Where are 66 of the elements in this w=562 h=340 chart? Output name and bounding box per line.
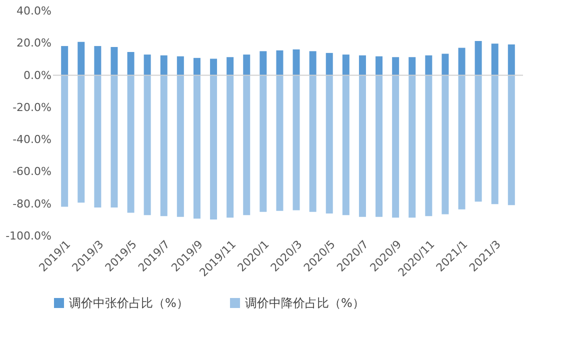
bar: [127, 52, 134, 76]
bar: [243, 75, 250, 216]
bar: [458, 48, 466, 76]
bar: [110, 47, 118, 76]
bar: [292, 75, 300, 210]
bar: [376, 75, 383, 217]
bar: [474, 75, 482, 202]
bar: [260, 51, 267, 76]
bar: [408, 75, 416, 218]
bar: [144, 75, 151, 216]
bar: [392, 57, 400, 76]
bar: [508, 75, 515, 206]
y-tick-label: 0.0%: [24, 68, 52, 82]
bar: [276, 75, 284, 211]
bar: [376, 56, 383, 76]
bar: [474, 41, 482, 76]
legend-label: 调价中张价占比（%）: [69, 296, 188, 310]
bar: [358, 75, 366, 217]
bar: [392, 75, 400, 218]
bar: [176, 75, 184, 217]
bar: [61, 46, 68, 76]
bar: [127, 75, 134, 213]
bar: [491, 75, 498, 204]
bar: [210, 58, 218, 76]
bar: [342, 75, 350, 216]
bar: [425, 75, 432, 216]
bar: [94, 46, 102, 76]
bar: [326, 52, 333, 76]
bar: [442, 54, 449, 76]
bar: [491, 44, 498, 76]
bar: [61, 75, 68, 207]
bar: [309, 51, 316, 76]
bar: [193, 58, 200, 76]
bar: [326, 75, 333, 214]
legend-label: 调价中降价占比（%）: [245, 296, 364, 310]
bar: [176, 56, 184, 76]
bar: [78, 42, 85, 76]
bar: [78, 75, 85, 203]
bar: [358, 55, 366, 76]
y-tick-label: -100.0%: [6, 230, 52, 242]
y-tick-label: -20.0%: [12, 100, 52, 114]
bar: [110, 75, 118, 208]
bar: [94, 75, 102, 208]
y-tick-label: -40.0%: [12, 133, 52, 146]
bar: [260, 75, 267, 212]
bar: [144, 54, 151, 76]
bar: [193, 75, 200, 219]
bar: [458, 75, 466, 210]
bar: [442, 75, 449, 214]
bar: [160, 75, 168, 216]
bar: [210, 75, 218, 220]
bar: [292, 49, 300, 76]
bar: [243, 54, 250, 76]
y-tick-label: -60.0%: [12, 165, 52, 178]
bar: [226, 75, 234, 218]
y-tick-label: 40.0%: [16, 4, 52, 18]
bar: [160, 55, 168, 76]
bar: [226, 57, 234, 76]
bar: [342, 54, 350, 76]
bar: [508, 44, 515, 76]
bar: [408, 57, 416, 76]
bar: [276, 50, 284, 76]
bar: [309, 75, 316, 212]
y-tick-label: -80.0%: [12, 197, 52, 210]
bar: [425, 55, 432, 76]
y-tick-label: 20.0%: [16, 36, 52, 50]
